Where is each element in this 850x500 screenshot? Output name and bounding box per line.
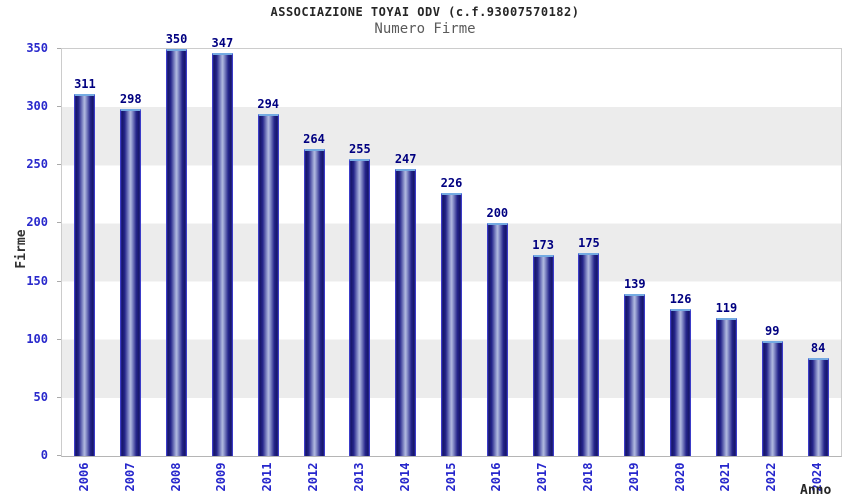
y-tick-mark bbox=[57, 455, 61, 456]
y-tick-label-150: 150 bbox=[26, 273, 48, 288]
value-label-2020: 126 bbox=[669, 292, 692, 307]
value-label-2022: 99 bbox=[765, 323, 780, 338]
bar-slot-2011: 294 bbox=[245, 49, 291, 456]
bar-2017 bbox=[532, 254, 554, 456]
x-tick-label-2015: 2015 bbox=[443, 462, 458, 492]
bar-2013 bbox=[349, 159, 371, 456]
bar-slot-2007: 298 bbox=[108, 49, 154, 456]
x-tick-label-2021: 2021 bbox=[718, 462, 733, 492]
bar-2016 bbox=[486, 223, 508, 456]
chart-title: ASSOCIAZIONE TOYAI ODV (c.f.93007570182) bbox=[270, 5, 580, 19]
x-tick-label-2007: 2007 bbox=[122, 462, 137, 492]
x-tick-label-2013: 2013 bbox=[351, 462, 366, 492]
bar-slot-2019: 139 bbox=[612, 49, 658, 456]
x-tick-label-2009: 2009 bbox=[214, 462, 229, 492]
bar-2015 bbox=[440, 193, 462, 456]
bar-2008 bbox=[166, 49, 188, 456]
y-tick-mark bbox=[57, 397, 61, 398]
bar-2011 bbox=[257, 114, 279, 456]
value-label-2018: 175 bbox=[578, 235, 600, 250]
y-tick-mark bbox=[57, 222, 61, 223]
bar-2019 bbox=[624, 294, 646, 456]
x-tick-label-2020: 2020 bbox=[672, 462, 687, 492]
x-tick-label-2016: 2016 bbox=[489, 462, 504, 492]
bar-slot-2012: 264 bbox=[291, 49, 337, 456]
bar-slot-2024: 84 bbox=[795, 49, 841, 456]
value-label-2011: 294 bbox=[257, 97, 280, 112]
bar-2014 bbox=[395, 168, 417, 456]
y-tick-label-200: 200 bbox=[26, 215, 48, 230]
bar-slot-2018: 175 bbox=[566, 49, 612, 456]
plot-area: 311 298 350 347 294 264 255 247 226 200 173 175 139 1… bbox=[61, 32, 842, 457]
value-label-2019: 139 bbox=[623, 277, 646, 292]
value-label-2017: 173 bbox=[532, 237, 554, 252]
value-label-2006: 311 bbox=[74, 77, 96, 92]
bar-slot-2017: 173 bbox=[520, 49, 566, 456]
y-tick-mark bbox=[57, 48, 61, 49]
bar-slot-2022: 99 bbox=[749, 49, 795, 456]
value-label-2024: 84 bbox=[810, 341, 826, 356]
x-tick-label-2018: 2018 bbox=[580, 462, 595, 492]
value-label-2014: 247 bbox=[394, 151, 417, 166]
bar-slot-2015: 226 bbox=[429, 49, 475, 456]
x-tick-label-2014: 2014 bbox=[397, 462, 412, 492]
x-tick-label-2022: 2022 bbox=[764, 462, 779, 492]
bar-2006 bbox=[74, 94, 96, 456]
value-label-2012: 264 bbox=[303, 132, 325, 147]
y-tick-mark bbox=[57, 164, 61, 165]
x-axis-title: Anno bbox=[800, 483, 832, 498]
y-tick-mark bbox=[57, 339, 61, 340]
x-tick-label-2011: 2011 bbox=[260, 462, 275, 492]
x-tick-label-2006: 2006 bbox=[76, 462, 91, 492]
y-tick-label-250: 250 bbox=[26, 157, 48, 172]
value-label-2007: 298 bbox=[119, 92, 142, 107]
value-label-2021: 119 bbox=[715, 300, 738, 315]
y-axis-title: Firme bbox=[14, 229, 29, 269]
bar-2009 bbox=[211, 52, 233, 456]
bar-slot-2009: 347 bbox=[199, 36, 245, 456]
y-tick-mark bbox=[57, 106, 61, 107]
value-label-2008: 350 bbox=[165, 32, 188, 46]
x-tick-label-2008: 2008 bbox=[168, 462, 183, 492]
bar-slot-2006: 311 bbox=[62, 49, 108, 456]
bar-2012 bbox=[303, 149, 325, 456]
x-tick-label-2012: 2012 bbox=[306, 462, 321, 492]
bar-slot-2013: 255 bbox=[337, 49, 383, 456]
bar-slot-2008: 350 bbox=[154, 32, 200, 456]
bar-2021 bbox=[715, 317, 737, 456]
value-label-2016: 200 bbox=[486, 206, 509, 221]
x-tick-label-2017: 2017 bbox=[535, 462, 550, 492]
y-tick-label-300: 300 bbox=[26, 99, 48, 114]
chart-subtitle: Numero Firme bbox=[374, 21, 476, 37]
value-label-2015: 226 bbox=[440, 176, 463, 191]
bar-slot-2014: 247 bbox=[383, 49, 429, 456]
bar-2007 bbox=[120, 109, 142, 456]
bar-slot-2020: 126 bbox=[658, 49, 704, 456]
y-tick-label-0: 0 bbox=[40, 448, 48, 462]
value-label-2013: 255 bbox=[349, 142, 371, 157]
y-tick-label-100: 100 bbox=[26, 331, 48, 346]
y-tick-label-50: 50 bbox=[33, 389, 48, 404]
value-label-2009: 347 bbox=[211, 35, 234, 50]
y-tick-mark bbox=[57, 281, 61, 282]
y-tick-label-350: 350 bbox=[26, 41, 48, 55]
bar-slot-2021: 119 bbox=[704, 49, 750, 456]
bar-2024 bbox=[807, 358, 829, 456]
bar-2022 bbox=[761, 340, 783, 456]
bar-2020 bbox=[670, 309, 692, 456]
bar-slot-2016: 200 bbox=[474, 49, 520, 456]
x-tick-label-2019: 2019 bbox=[626, 462, 641, 492]
bar-2018 bbox=[578, 252, 600, 456]
